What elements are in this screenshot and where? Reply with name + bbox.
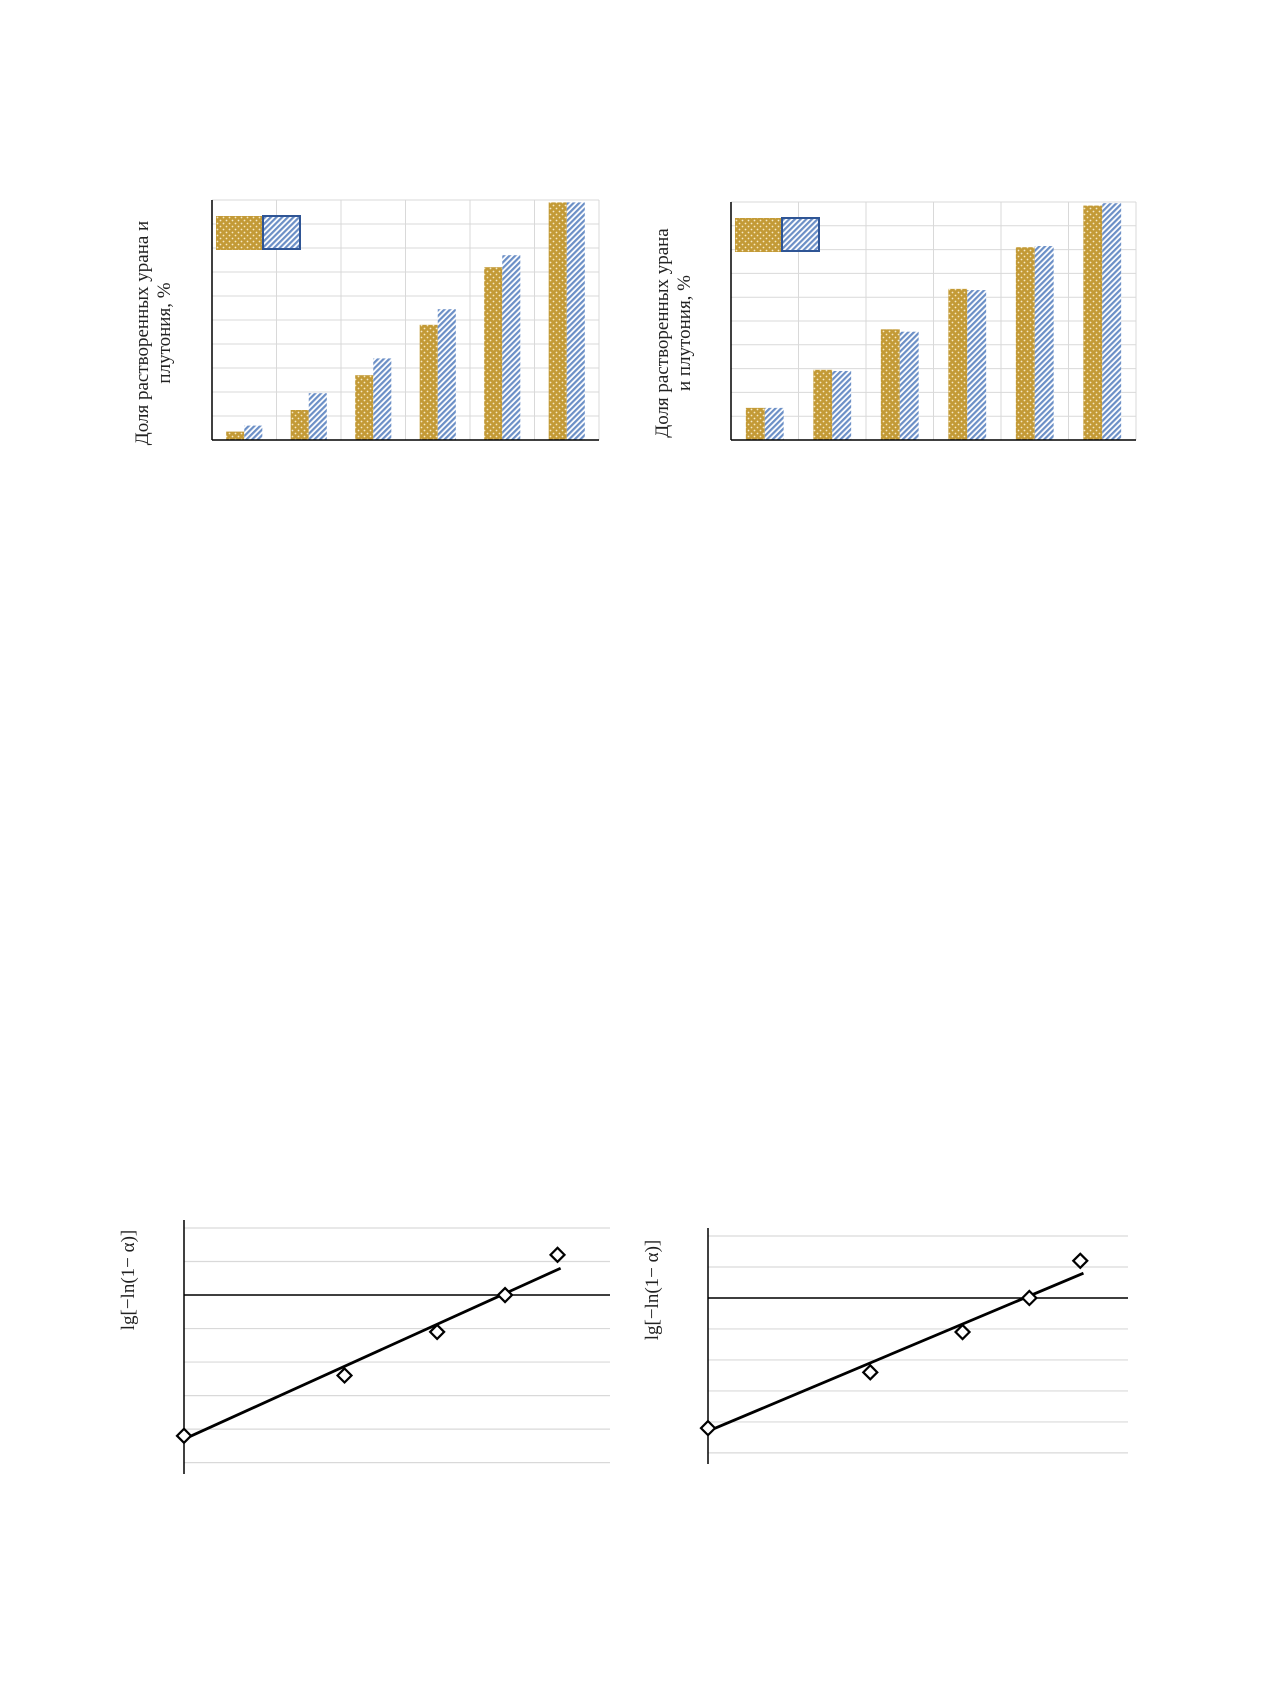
bar-uranium [419,324,438,440]
bar-uranium [226,431,245,440]
bar-uranium [1083,205,1103,440]
fit-line [707,1271,1084,1433]
bar-uranium [813,369,833,440]
data-point [699,1419,717,1437]
data-point [1071,1252,1089,1270]
bar-plutonium [1034,246,1054,440]
data-point [861,1363,879,1381]
bar-uranium [745,407,765,440]
legend-swatch-uranium [216,216,263,250]
data-point [953,1323,972,1341]
bar-plutonium [832,370,852,440]
bar-uranium [880,329,900,440]
bar-plutonium [244,425,263,440]
legend-swatch-plutonium [781,217,820,252]
bar-plutonium [899,331,919,440]
bar-plutonium [764,407,784,440]
bar-uranium [355,375,374,440]
data-point [548,1246,567,1264]
bar-uranium [484,267,503,440]
data-point [335,1366,354,1385]
data-point [1020,1289,1038,1307]
fit-line [183,1266,562,1441]
legend-swatch-uranium [735,218,782,252]
bar-plutonium [566,202,585,440]
bar-plutonium [437,309,456,440]
bar-uranium [1015,247,1035,440]
data-point [496,1286,514,1304]
bar-uranium [290,410,309,440]
data-point [428,1323,446,1341]
bar-plutonium [373,358,392,440]
bar-plutonium [1102,203,1122,440]
bar-uranium [548,202,567,440]
data-point [175,1427,193,1445]
bar-uranium [948,288,968,440]
bar-plutonium [967,290,987,440]
legend-swatch-plutonium [262,215,301,250]
bar-plutonium [308,393,327,440]
bar-plutonium [502,255,521,440]
